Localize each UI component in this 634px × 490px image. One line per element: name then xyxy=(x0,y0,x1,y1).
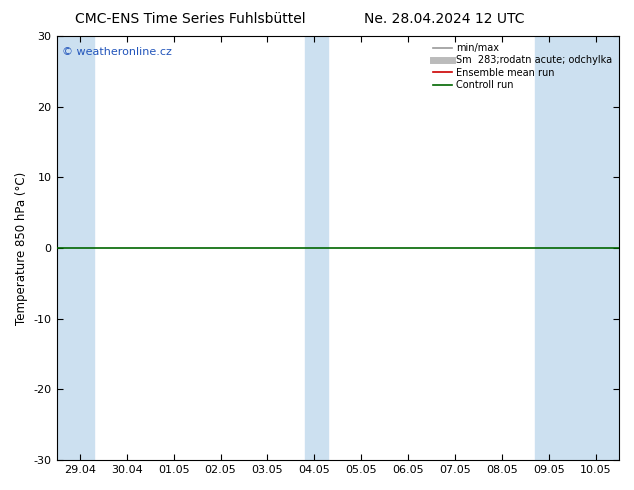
Bar xyxy=(56,36,94,460)
Bar xyxy=(534,36,619,460)
Bar xyxy=(305,36,328,460)
Text: Ne. 28.04.2024 12 UTC: Ne. 28.04.2024 12 UTC xyxy=(363,12,524,26)
Text: © weatheronline.cz: © weatheronline.cz xyxy=(62,47,172,57)
Y-axis label: Temperature 850 hPa (°C): Temperature 850 hPa (°C) xyxy=(15,172,28,325)
Legend: min/max, Sm  283;rodatn acute; odchylka, Ensemble mean run, Controll run: min/max, Sm 283;rodatn acute; odchylka, … xyxy=(430,41,614,92)
Text: CMC-ENS Time Series Fuhlsbüttel: CMC-ENS Time Series Fuhlsbüttel xyxy=(75,12,306,26)
